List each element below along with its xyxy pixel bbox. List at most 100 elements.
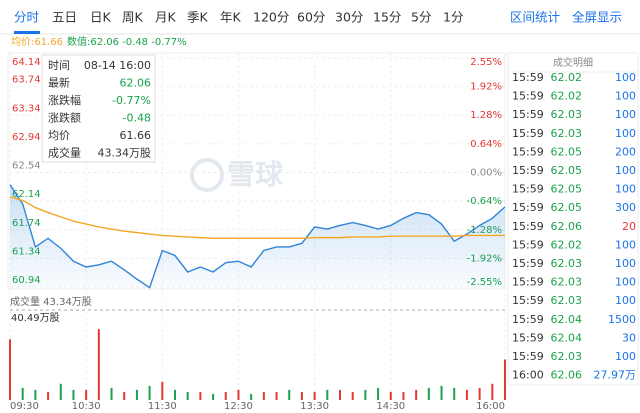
tooltip-label: 成交量 <box>48 146 81 160</box>
trade-time: 15:59 <box>512 183 544 196</box>
y-tick-label: 62.14 <box>12 189 41 200</box>
tooltip-label: 均价 <box>48 129 70 142</box>
trade-time: 15:59 <box>512 220 544 233</box>
volume-bar <box>453 387 456 400</box>
price-area <box>10 184 505 288</box>
trade-price: 62.03 <box>551 108 583 121</box>
trade-time: 15:59 <box>512 90 544 103</box>
trade-time: 15:59 <box>512 127 544 140</box>
trade-volume: 27.97万 <box>594 369 637 382</box>
trade-volume: 100 <box>615 238 636 251</box>
volume-title: 成交量 43.34万股 <box>10 295 92 308</box>
tooltip-value: 61.66 <box>120 129 152 142</box>
line <box>9 196 505 240</box>
trade-time: 16:00 <box>512 369 544 382</box>
x-tick-label: 14:30 <box>376 401 405 412</box>
trade-price: 62.06 <box>551 369 583 382</box>
tab[interactable]: 季K <box>187 10 209 25</box>
tab[interactable]: 区间统计 <box>510 10 560 25</box>
tooltip-label: 时间 <box>48 59 70 72</box>
volume-bar <box>224 391 227 400</box>
volume-bar <box>326 389 329 400</box>
trade-price: 62.04 <box>551 331 583 344</box>
volume-bar <box>148 385 151 400</box>
trade-volume: 100 <box>615 350 636 363</box>
trade-price: 62.03 <box>551 350 583 363</box>
volume-bar <box>300 391 303 400</box>
trade-volume: 200 <box>615 145 636 158</box>
volume-bar <box>478 387 481 400</box>
volume-bar <box>427 387 430 400</box>
volume-bar <box>135 389 138 400</box>
trade-time: 15:59 <box>512 145 544 158</box>
tab[interactable]: 月K <box>155 10 177 25</box>
line <box>9 184 506 289</box>
tooltip-value: 08-14 16:00 <box>84 59 151 72</box>
trade-time: 15:59 <box>512 331 544 344</box>
tab[interactable]: 60分 <box>297 10 325 25</box>
watermark: 雪球 <box>227 158 284 191</box>
volume-bar <box>491 383 494 400</box>
volume-bar <box>351 391 354 400</box>
volume-bar <box>339 389 341 400</box>
tooltip: 时间 08-14 16:00 最新 62.06 涨跌幅 -0.77% 涨跌额 -0.48 均价 6… <box>41 54 156 163</box>
volume-bar <box>237 389 240 400</box>
volume-bar <box>9 339 11 400</box>
watermark-logo <box>190 158 224 192</box>
trade-time: 15:59 <box>512 238 544 251</box>
tab[interactable]: 年K <box>220 10 242 25</box>
trade-volume: 100 <box>615 108 636 121</box>
trade-price: 62.03 <box>551 294 583 307</box>
x-tick-label: 11:30 <box>148 401 177 412</box>
volume-bar <box>402 391 405 400</box>
tab[interactable]: 1分 <box>443 10 463 25</box>
trade-volume: 100 <box>615 90 636 103</box>
tab[interactable]: 日K <box>90 10 112 25</box>
volume-bar <box>59 383 62 400</box>
tooltip-value: -0.77% <box>112 94 151 107</box>
trade-panel <box>507 52 639 386</box>
volume-bar <box>85 389 88 400</box>
volume-bar <box>47 391 50 400</box>
tooltip-value: -0.48 <box>123 112 151 125</box>
trade-price: 62.03 <box>551 276 583 289</box>
tab[interactable]: 30分 <box>335 10 363 25</box>
volume-bar <box>313 391 316 400</box>
tooltip-label: 最新 <box>48 76 70 90</box>
tab[interactable]: 120分 <box>253 10 289 25</box>
y2-tick-label: 2.55% <box>470 57 502 68</box>
y-tick-label: 40.49万股 <box>11 312 60 324</box>
volume-bar <box>186 391 189 400</box>
tab[interactable]: 全屏显示 <box>572 10 622 25</box>
tab[interactable]: 五日 <box>52 10 77 25</box>
volume-bar <box>415 389 418 400</box>
trade-price: 62.04 <box>551 313 583 326</box>
trade-price: 62.03 <box>551 257 583 270</box>
y2-tick-label: 1.92% <box>470 81 502 92</box>
volume-bar <box>110 387 113 400</box>
trade-volume: 30 <box>622 331 636 344</box>
tab[interactable]: 分时 <box>14 10 40 25</box>
trade-time: 15:59 <box>512 71 544 84</box>
x-tick-label: 16:00 <box>476 401 505 412</box>
trade-title: 成交明细 <box>553 56 593 69</box>
volume-bar <box>72 389 75 400</box>
y2-tick-label: 0.00% <box>470 168 502 179</box>
volume-bar <box>275 391 278 400</box>
trade-time: 15:59 <box>512 313 544 326</box>
tab[interactable]: 5分 <box>411 10 431 25</box>
y2-tick-label: -0.64% <box>467 196 502 207</box>
trade-price: 62.02 <box>551 71 583 84</box>
trade-time: 15:59 <box>512 257 544 270</box>
tab[interactable]: 周K <box>122 10 144 25</box>
tooltip-value: 43.34万股 <box>98 147 152 160</box>
volume-bar <box>504 359 506 400</box>
y-tick-label: 62.54 <box>12 161 41 172</box>
tab[interactable]: 15分 <box>373 10 401 25</box>
volume-bar <box>250 393 253 400</box>
x-tick-label: 12:30 <box>224 401 253 412</box>
volume-bar <box>377 387 380 400</box>
x-tick-label: 10:30 <box>72 401 101 412</box>
y-tick-label: 63.34 <box>12 103 41 114</box>
